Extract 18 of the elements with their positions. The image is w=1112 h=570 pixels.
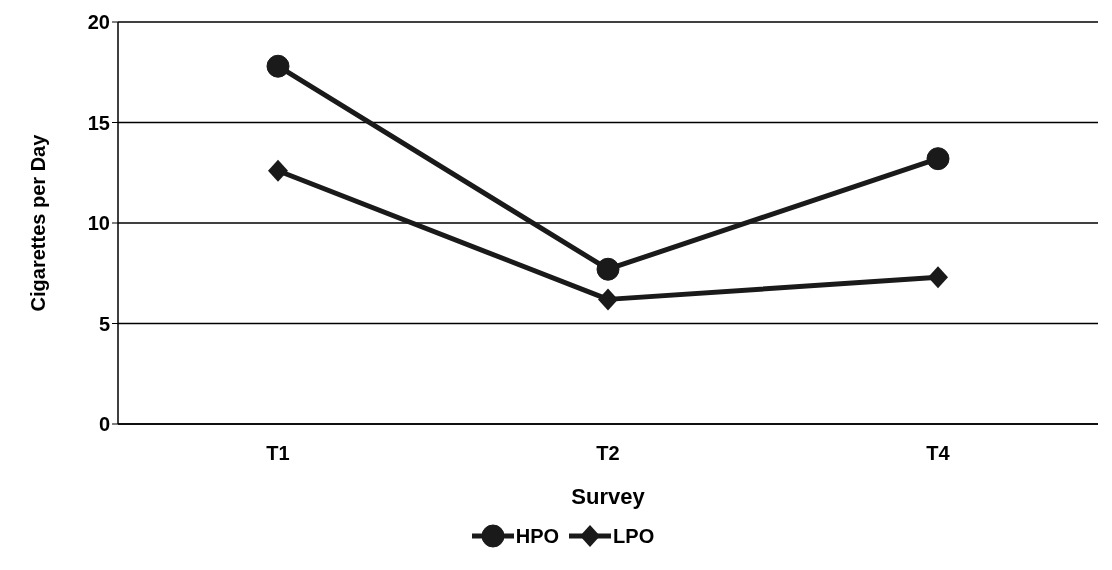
x-tick-label: T2 (596, 442, 620, 465)
point (928, 266, 948, 289)
y-tick-label: 5 (98, 312, 110, 335)
x-tick-label: T1 (266, 442, 290, 465)
x-axis-title: Survey (571, 484, 646, 509)
point (266, 54, 290, 78)
legend-label: HPO (515, 524, 560, 548)
y-tick-label: 20 (87, 11, 110, 34)
point (268, 159, 288, 182)
point (596, 257, 620, 281)
point (598, 288, 618, 311)
x-tick-label: T4 (926, 442, 951, 465)
legend-label: LPO (613, 524, 655, 548)
y-axis-title: Cigarettes per Day (27, 133, 50, 312)
y-tick-label: 15 (87, 111, 110, 134)
point (926, 147, 950, 171)
y-tick-label: 10 (87, 212, 110, 235)
y-tick-label: 0 (98, 413, 110, 436)
